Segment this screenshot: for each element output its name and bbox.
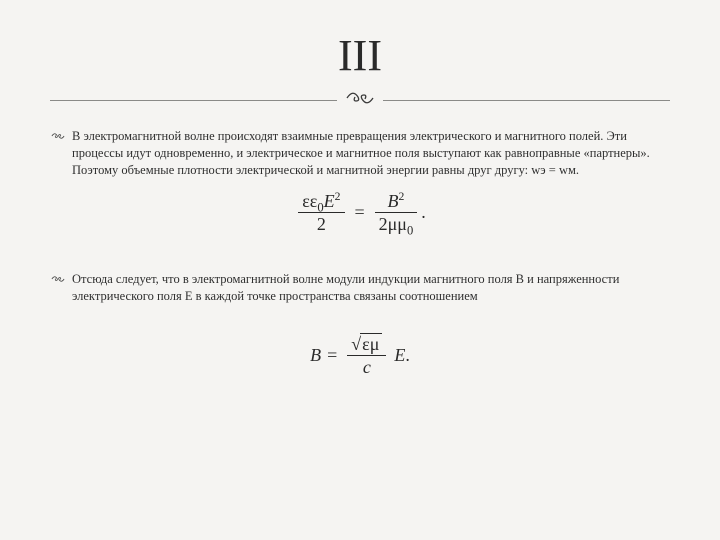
f1-rhs-den: 2μμ <box>379 214 407 234</box>
f1-equals: = <box>355 202 365 223</box>
formula-b-e-relation: B = √ εμ c E . <box>50 333 670 378</box>
f1-lhs-den: 2 <box>313 214 330 235</box>
fraction-rhs: B2 2μμ0 <box>375 191 418 235</box>
title-divider <box>50 87 670 114</box>
f2-E: E <box>394 345 405 366</box>
formula-energy-density: εε0E2 2 = B2 2μμ0 . <box>50 191 670 235</box>
fraction-sqrt-over-c: √ εμ c <box>347 333 386 378</box>
bullet-item: В электромагнитной волне происходят взаи… <box>50 128 670 179</box>
flourish-icon <box>343 87 377 114</box>
hr-left <box>50 100 337 101</box>
f1-lhs-sup2: 2 <box>335 190 341 203</box>
bullet-icon <box>50 128 72 149</box>
f2-den-c: c <box>359 357 375 378</box>
bullet-item: Отсюда следует, что в электромагнитной в… <box>50 271 670 305</box>
f2-equals: = <box>327 345 337 366</box>
f1-rhs-sub0: 0 <box>407 224 413 238</box>
fraction-lhs: εε0E2 2 <box>298 191 344 235</box>
f1-period: . <box>421 202 426 223</box>
f1-rhs-sup2: 2 <box>399 190 405 203</box>
f1-lhs-E: E <box>324 191 335 211</box>
f1-lhs-eps: εε <box>302 191 317 211</box>
bullet-text-1: В электромагнитной волне происходят взаи… <box>72 128 670 179</box>
bullet-icon <box>50 271 72 292</box>
hr-right <box>383 100 670 101</box>
slide-container: III В электромагнитной волне происходят … <box>0 0 720 540</box>
bullet-text-2: Отсюда следует, что в электромагнитной в… <box>72 271 670 305</box>
sqrt-icon: √ εμ <box>351 333 382 353</box>
f1-rhs-B: B <box>388 191 399 211</box>
f2-sqrt-body: εμ <box>360 333 382 353</box>
f2-period: . <box>405 345 410 366</box>
page-title: III <box>50 30 670 81</box>
f2-B: B <box>310 345 321 366</box>
